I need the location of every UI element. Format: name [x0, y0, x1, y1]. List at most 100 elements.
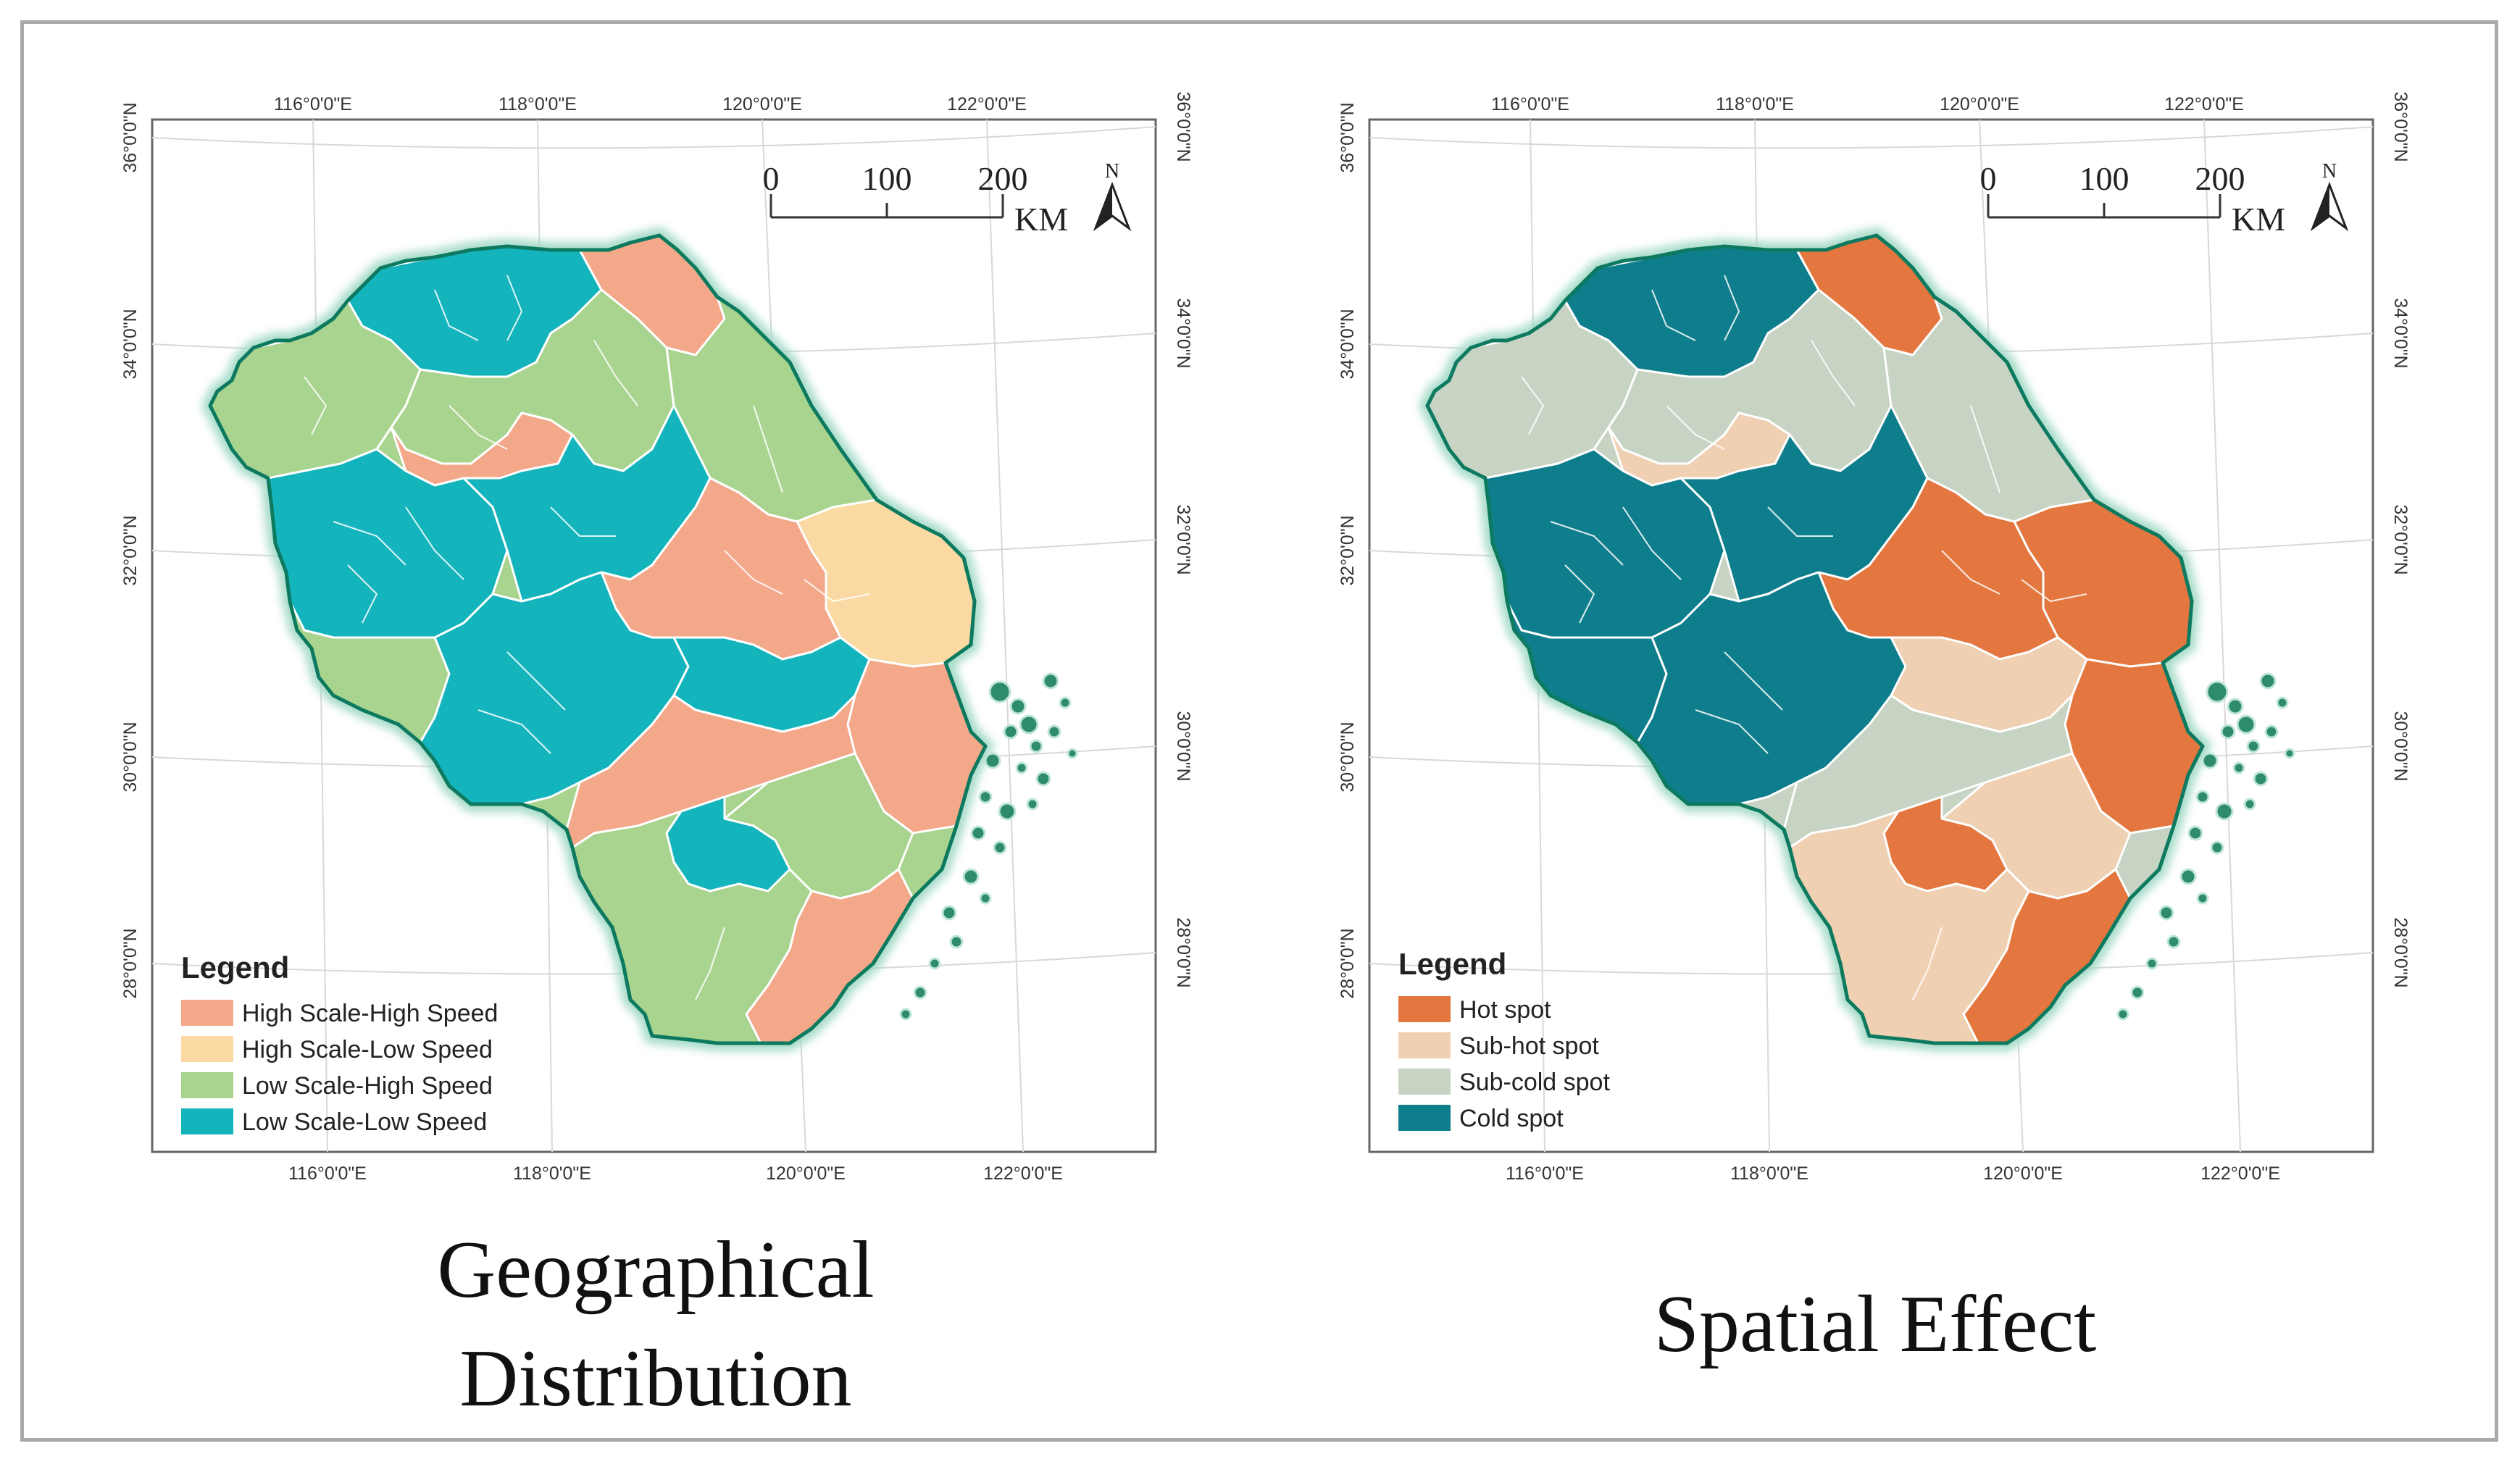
island: [2187, 825, 2203, 841]
lat-label-right: 34°0'0"N: [1173, 298, 1193, 368]
county-boundary: [550, 506, 616, 537]
island: [949, 935, 964, 949]
lat-label-left: 34°0'0"N: [1338, 309, 1358, 379]
lat-label-right: 28°0'0"N: [1173, 917, 1193, 987]
parallel: [1369, 126, 2374, 149]
region-map-left: [201, 227, 1078, 1051]
lat-label-right: 30°0'0"N: [2390, 711, 2411, 781]
island: [2196, 892, 2209, 905]
island: [928, 957, 941, 970]
scale-unit: KM: [1014, 201, 1068, 238]
lat-label-left: 30°0'0"N: [1338, 722, 1358, 792]
region-outline: [208, 233, 988, 1045]
island: [1042, 672, 1059, 690]
county-boundary: [1550, 521, 1624, 566]
county-boundary: [724, 550, 783, 595]
island: [2166, 935, 2181, 949]
island: [2264, 724, 2279, 739]
island: [913, 985, 927, 1000]
island: [970, 825, 986, 841]
island: [1015, 761, 1028, 774]
scale-tick-100: 100: [862, 160, 912, 197]
legend-swatch: [181, 1072, 233, 1098]
county-boundary: [405, 506, 464, 580]
island: [2210, 840, 2224, 855]
county-boundary: [1912, 927, 1943, 1000]
county-boundary: [1666, 405, 1725, 450]
legend-swatch: [1398, 1105, 1451, 1131]
island: [2145, 957, 2158, 970]
county-boundary: [1767, 506, 1833, 537]
county-boundary: [2021, 579, 2087, 603]
lon-label-top: 122°0'0"E: [947, 94, 1027, 114]
scale-unit: KM: [2232, 201, 2285, 238]
county-boundary: [1724, 651, 1783, 711]
lat-label-left: 28°0'0"N: [120, 928, 141, 998]
island: [2201, 752, 2219, 769]
county-boundary: [434, 289, 479, 341]
island: [978, 790, 993, 804]
island: [1067, 748, 1078, 759]
county-boundary: [753, 405, 783, 493]
lon-label-top: 120°0'0"E: [722, 94, 802, 114]
island: [2246, 739, 2261, 753]
county-boundary: [333, 521, 406, 566]
county-boundary: [804, 579, 870, 603]
lon-label-top: 120°0'0"E: [1940, 94, 2019, 114]
legend-swatch: [181, 1036, 233, 1062]
county-boundary: [448, 405, 508, 450]
legend-swatch: [1398, 996, 1451, 1022]
county-boundary: [477, 709, 551, 754]
lon-label-top: 118°0'0"E: [1716, 94, 1794, 114]
north-arrow-icon: N: [2310, 160, 2349, 232]
map-geographical-distribution: 116°0'0"E 116°0'0"E 118°0'0"E 118°0'0"E 120°…: [120, 91, 1193, 1184]
county-boundary: [695, 927, 725, 1000]
region-outline: [1425, 233, 2205, 1045]
lon-label-top: 116°0'0"E: [274, 94, 352, 114]
north-label: N: [2322, 160, 2337, 183]
legend-swatch: [1398, 1069, 1451, 1095]
legend-title: Legend: [1398, 947, 1506, 981]
island: [2259, 672, 2277, 690]
island: [1009, 698, 1027, 715]
island: [941, 905, 957, 921]
island: [1059, 696, 1072, 709]
figure-frame: [20, 20, 2498, 1442]
coordinate-labels-right: 116°0'0"E 116°0'0"E 118°0'0"E 118°0'0"E 120°…: [1338, 91, 2411, 1184]
lon-label-bottom: 118°0'0"E: [1730, 1163, 1808, 1184]
lon-label-top: 118°0'0"E: [498, 94, 577, 114]
island: [2284, 748, 2295, 759]
legend-swatch: [181, 1108, 233, 1134]
lon-label-bottom: 116°0'0"E: [1506, 1163, 1584, 1184]
island: [2179, 868, 2197, 885]
meridian: [2203, 119, 2241, 1153]
lat-label-right: 34°0'0"N: [2390, 298, 2411, 368]
lat-label-right: 30°0'0"N: [1173, 711, 1193, 781]
meridian: [986, 119, 1024, 1153]
lat-label-left: 28°0'0"N: [1338, 928, 1358, 998]
legend-item-label: Hot spot: [1459, 996, 1551, 1024]
island: [1019, 714, 1039, 735]
county-boundary: [1970, 405, 2000, 493]
legend-item-label: Low Scale-Low Speed: [242, 1108, 487, 1136]
county-boundary: [593, 340, 638, 406]
caption-right: Spatial Effect: [1654, 1279, 2097, 1369]
lat-label-left: 36°0'0"N: [1338, 102, 1358, 172]
legend-item-label: Cold spot: [1459, 1105, 1564, 1132]
legend-swatch: [181, 1000, 233, 1026]
island: [2276, 696, 2289, 709]
island: [899, 1008, 912, 1021]
county-boundary: [1811, 340, 1856, 406]
lat-label-left: 36°0'0"N: [120, 102, 141, 172]
island: [1003, 724, 1019, 740]
island: [979, 892, 992, 905]
island: [962, 868, 980, 885]
map-spatial-effect: 116°0'0"E 116°0'0"E 118°0'0"E 118°0'0"E 120°…: [1338, 91, 2411, 1184]
scale-tick-200: 200: [978, 160, 1028, 197]
island: [2227, 698, 2244, 715]
region-polygons: [210, 235, 985, 1043]
lat-label-left: 32°0'0"N: [120, 515, 141, 585]
county-boundary: [1651, 289, 1696, 341]
county-boundary: [1564, 564, 1595, 624]
lon-label-bottom: 116°0'0"E: [288, 1163, 367, 1184]
